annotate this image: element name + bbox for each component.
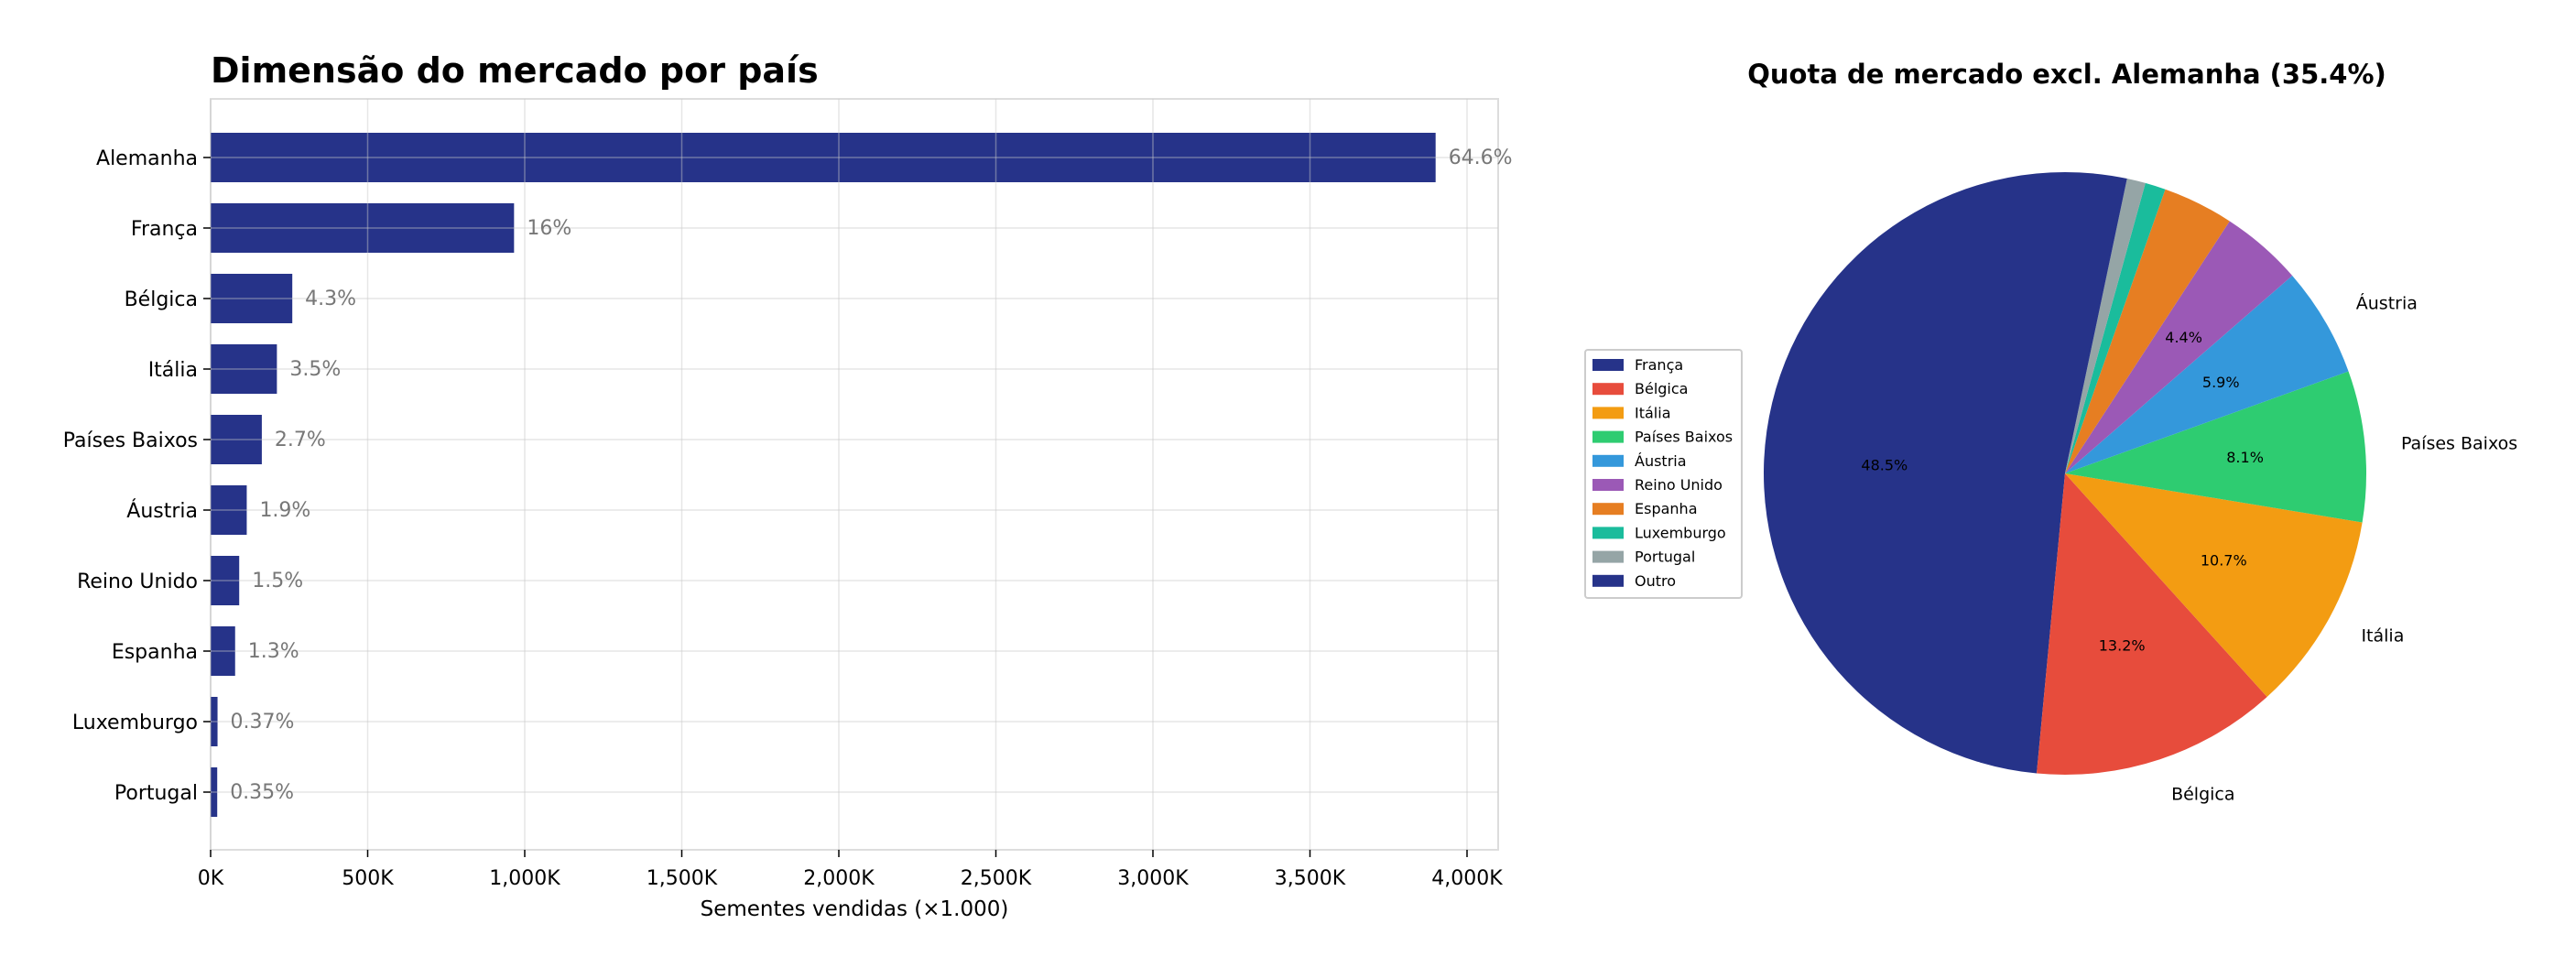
- legend-swatch: [1592, 359, 1624, 371]
- x-tick-label: 4,000K: [1431, 867, 1503, 890]
- bar-data-label: 4.3%: [305, 288, 356, 310]
- pie-chart-title: Quota de mercado excl. Alemanha (35.4%): [1747, 59, 2386, 90]
- y-tick-label: Áustria: [126, 499, 198, 523]
- pie-slice: [2065, 189, 2230, 474]
- legend-swatch: [1592, 407, 1624, 419]
- y-tick-label: Reino Unido: [77, 570, 198, 593]
- bar: [211, 344, 277, 394]
- x-tick-label: 3,500K: [1275, 867, 1346, 890]
- pie-slice: [2065, 179, 2146, 473]
- legend-entry: França: [1635, 356, 1683, 374]
- x-tick-label: 3,000K: [1117, 867, 1189, 890]
- pie-slice: [2065, 275, 2349, 473]
- bar: [211, 203, 515, 253]
- pie-slice: [2065, 221, 2293, 473]
- bar-data-label: 1.3%: [248, 640, 299, 663]
- pie-slice: [2037, 473, 2267, 775]
- legend-entry: Outro: [1635, 572, 1676, 590]
- legend-swatch: [1592, 503, 1624, 516]
- bar-data-label: 3.5%: [289, 358, 341, 381]
- pie-slice: [2065, 172, 2127, 473]
- x-tick-label: 1,500K: [647, 867, 718, 890]
- legend-entry: Reino Unido: [1635, 476, 1723, 494]
- y-tick-label: Portugal: [114, 782, 198, 805]
- legend-swatch: [1592, 574, 1624, 587]
- legend-entry: Espanha: [1635, 500, 1698, 517]
- bar: [211, 485, 247, 535]
- bar-data-label: 1.9%: [259, 499, 310, 522]
- y-tick-label: Bélgica: [125, 288, 198, 311]
- legend-swatch: [1592, 430, 1624, 443]
- x-tick-label: 500K: [342, 867, 394, 890]
- legend-swatch: [1592, 383, 1624, 396]
- legend-entry: Luxemburgo: [1635, 524, 1726, 541]
- pie-slice: [2065, 473, 2363, 698]
- pie-slice: [2065, 371, 2366, 523]
- pie-pct-label: 48.5%: [1861, 457, 1908, 474]
- bar-data-label: 0.35%: [230, 781, 294, 804]
- y-tick-label: Países Baixos: [63, 429, 198, 452]
- y-tick-label: Itália: [148, 359, 198, 382]
- bar: [211, 767, 218, 817]
- legend-entry: Áustria: [1635, 452, 1687, 470]
- y-tick-label: Espanha: [112, 641, 198, 664]
- legend-entry: Bélgica: [1635, 380, 1688, 397]
- y-tick-label: Luxemburgo: [72, 712, 198, 734]
- pie-pct-label: 4.4%: [2165, 329, 2202, 346]
- x-tick-label: 2,000K: [803, 867, 875, 890]
- bar: [211, 415, 262, 464]
- legend-swatch: [1592, 454, 1624, 467]
- pie-pct-label: 13.2%: [2099, 636, 2146, 654]
- bar-data-label: 1.5%: [252, 570, 303, 592]
- bar: [211, 274, 293, 323]
- bar-chart: Dimensão do mercado por país Alemanha 64.…: [63, 50, 1513, 921]
- legend-entry: Itália: [1635, 404, 1671, 421]
- bar-data-label: 0.37%: [231, 711, 295, 734]
- x-tick-label: 0K: [198, 867, 224, 890]
- pie-slice-label: Bélgica: [2171, 785, 2234, 805]
- pie-slice: [2065, 182, 2166, 473]
- x-tick-label: 2,500K: [961, 867, 1032, 890]
- pie-pct-label: 8.1%: [2226, 449, 2264, 466]
- legend-entry: Países Baixos: [1635, 429, 1733, 446]
- x-tick-label: 1,000K: [489, 867, 560, 890]
- pie-legend: França Bélgica Itália Países Baixos Áustria R…: [1584, 349, 1743, 599]
- pie-pct-label: 5.9%: [2202, 374, 2240, 391]
- bar: [211, 626, 235, 676]
- pie-slice: [1764, 172, 2065, 774]
- legend-swatch: [1592, 479, 1624, 491]
- bar: [211, 697, 218, 746]
- y-tick-label: França: [131, 218, 198, 241]
- pie-pct-label: 10.7%: [2201, 552, 2247, 570]
- legend-swatch: [1592, 550, 1624, 563]
- pie-slice-label: Países Baixos: [2401, 433, 2517, 453]
- legend-frame: [1584, 349, 1743, 599]
- bar-x-axis-label: Sementes vendidas (×1.000): [701, 897, 1009, 921]
- bar-data-label: 64.6%: [1449, 147, 1513, 169]
- legend-entry: Portugal: [1635, 549, 1695, 566]
- bar: [211, 556, 240, 605]
- pie-slice-label: Itália: [2361, 626, 2404, 647]
- y-tick-label: Alemanha: [96, 147, 198, 170]
- legend-swatch: [1592, 527, 1624, 539]
- bar-data-label: 16%: [527, 217, 571, 240]
- pie-slice-label: Áustria: [2356, 292, 2418, 313]
- bar-plot-area: [210, 98, 1499, 851]
- bar: [211, 133, 1436, 182]
- bar-chart-title: Dimensão do mercado por país: [211, 50, 819, 91]
- pie-chart: Quota de mercado excl. Alemanha (35.4%) …: [1584, 59, 2517, 805]
- bar-data-label: 2.7%: [275, 429, 326, 451]
